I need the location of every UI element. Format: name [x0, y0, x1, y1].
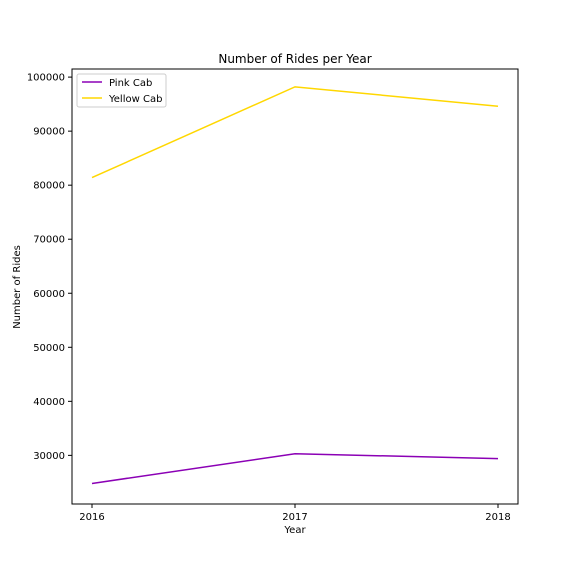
x-axis-ticks: 2016 2017 2018: [79, 504, 511, 523]
chart-title: Number of Rides per Year: [218, 52, 371, 66]
series-line-yellow-cab: [91, 86, 499, 179]
legend-label-yellow-cab: Yellow Cab: [108, 94, 162, 105]
y-axis-label: Number of Rides: [12, 245, 23, 329]
y-tick-label: 70000: [33, 235, 65, 246]
y-tick-label: 80000: [33, 181, 65, 192]
y-axis-ticks: 30000 40000 50000 60000 70000 80000 90000 10000…: [27, 73, 72, 462]
plot-area-frame: [71, 68, 519, 505]
y-tick-label: 50000: [33, 343, 65, 354]
y-tick-label: 90000: [33, 127, 65, 138]
x-axis-label: Year: [283, 525, 306, 536]
series-layer: [91, 86, 499, 485]
legend: Pink Cab Yellow Cab: [76, 73, 167, 108]
legend-label-pink-cab: Pink Cab: [109, 78, 152, 89]
y-tick-label: 40000: [33, 397, 65, 408]
series-line-pink-cab: [91, 452, 499, 485]
x-tick-label: 2016: [79, 512, 104, 523]
y-tick-label: 60000: [33, 289, 65, 300]
y-tick-label: 30000: [33, 451, 65, 462]
x-tick-label: 2017: [282, 512, 307, 523]
y-tick-label: 100000: [27, 73, 65, 84]
x-tick-label: 2018: [485, 512, 510, 523]
